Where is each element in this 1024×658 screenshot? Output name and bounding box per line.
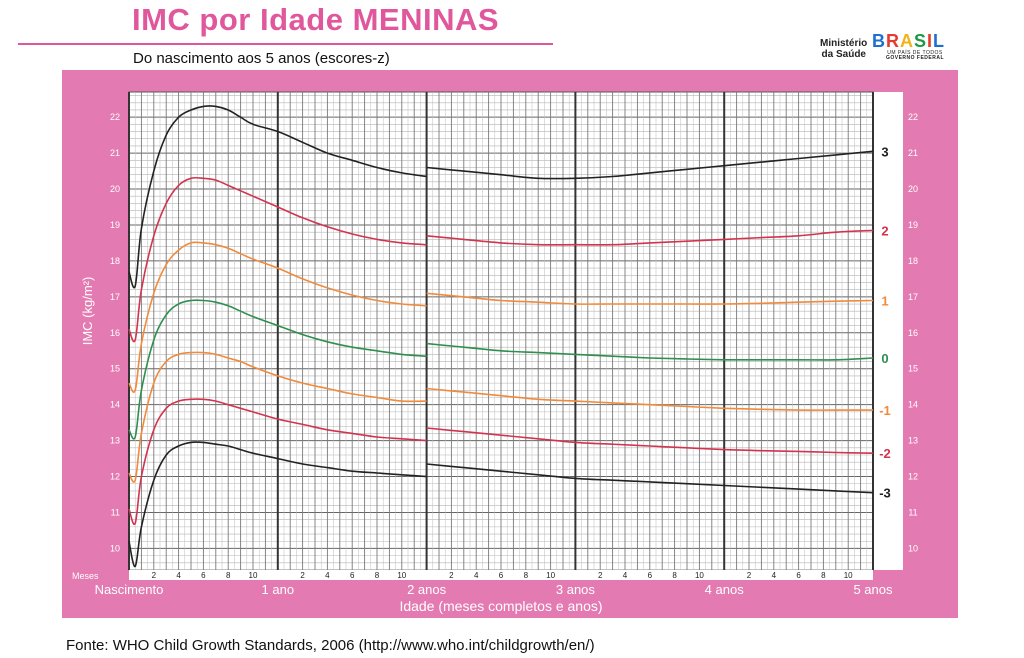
- x-minor-tick-label: 8: [672, 571, 677, 580]
- series-label-z0: 0: [881, 351, 888, 366]
- logo-governo: GOVERNO FEDERAL: [885, 55, 945, 61]
- y-tick-label-right: 10: [908, 543, 918, 553]
- y-tick-label-left: 11: [111, 507, 120, 517]
- y-tick-label-left: 15: [110, 364, 120, 374]
- page-subtitle: Do nascimento aos 5 anos (escores-z): [133, 50, 390, 67]
- x-major-tick-label: 2 anos: [407, 582, 447, 597]
- x-major-tick-label: 5 anos: [853, 582, 893, 597]
- x-axis-title: Idade (meses completos e anos): [399, 598, 602, 614]
- series-label-z-1: -1: [879, 403, 891, 418]
- x-minor-tick-label: 8: [524, 571, 529, 580]
- y-axis-title: IMC (kg/m²): [80, 277, 95, 346]
- series-line-z3: [128, 105, 427, 289]
- x-minor-tick-label: 4: [474, 571, 479, 580]
- x-minor-tick-label: 10: [249, 571, 258, 580]
- month-band: [129, 570, 873, 580]
- y-tick-label-right: 18: [908, 256, 918, 266]
- x-minor-tick-label: 8: [226, 571, 231, 580]
- y-tick-label-left: 14: [110, 400, 120, 410]
- y-tick-label-left: 21: [110, 148, 120, 158]
- series-label-z2: 2: [881, 223, 888, 238]
- brasil-logo: BRASIL UM PAÍS DE TODOS GOVERNO FEDERAL: [872, 31, 958, 61]
- series-label-z3: 3: [881, 144, 888, 159]
- series-line-z-2: [426, 427, 874, 454]
- y-tick-label-left: 17: [110, 292, 120, 302]
- series-label-z1: 1: [881, 293, 888, 308]
- series-line-z-1: [128, 351, 427, 483]
- y-tick-label-left: 18: [110, 256, 120, 266]
- x-minor-tick-label: 2: [449, 571, 454, 580]
- series-label-z-3: -3: [879, 486, 891, 501]
- y-tick-label-right: 12: [908, 472, 918, 482]
- series-line-z-3: [128, 441, 427, 568]
- source-footer: Fonte: WHO Child Growth Standards, 2006 …: [66, 637, 595, 654]
- logo-tagline: UM PAÍS DE TODOS: [887, 50, 943, 56]
- page-title: IMC por Idade MENINAS: [132, 2, 500, 37]
- y-tick-label-left: 20: [110, 184, 120, 194]
- y-tick-label-right: 22: [908, 112, 918, 122]
- y-tick-label-right: 16: [908, 328, 918, 338]
- y-tick-label-right: 14: [908, 400, 918, 410]
- title-rule: [18, 43, 553, 45]
- logo-brasil-word: BRASIL: [872, 31, 946, 51]
- x-minor-tick-label: 10: [397, 571, 406, 580]
- x-minor-tick-label: 2: [300, 571, 305, 580]
- x-major-tick-label: 3 anos: [556, 582, 596, 597]
- y-tick-label-right: 11: [908, 507, 917, 517]
- x-minor-tick-label: 6: [499, 571, 504, 580]
- y-tick-label-right: 17: [908, 292, 918, 302]
- y-tick-label-left: 22: [110, 112, 120, 122]
- x-minor-tick-label: 10: [844, 571, 853, 580]
- x-minor-tick-label: 6: [350, 571, 355, 580]
- x-minor-tick-label: 6: [648, 571, 653, 580]
- series-line-z3: [426, 150, 874, 180]
- x-minor-tick-label: 2: [598, 571, 603, 580]
- x-minor-tick-label: 6: [201, 571, 206, 580]
- logo-ministerio-line1: Ministério: [820, 38, 868, 49]
- series-line-z2: [128, 176, 427, 343]
- x-month-label: Meses: [72, 571, 99, 581]
- series-line-z-1: [426, 387, 873, 411]
- x-minor-tick-label: 2: [747, 571, 752, 580]
- series-line-z1: [426, 292, 874, 305]
- x-major-tick-label: 4 anos: [705, 582, 745, 597]
- y-tick-label-left: 12: [110, 472, 120, 482]
- series-line-z-3: [426, 463, 874, 494]
- y-tick-label-left: 16: [110, 328, 120, 338]
- x-minor-tick-label: 4: [772, 571, 777, 580]
- x-major-tick-label: Nascimento: [95, 582, 164, 597]
- y-tick-label-right: 13: [908, 436, 918, 446]
- x-minor-tick-label: 4: [623, 571, 628, 580]
- y-tick-label-right: 19: [908, 220, 918, 230]
- series-line-z-2: [128, 398, 427, 526]
- series-line-z2: [426, 229, 874, 246]
- x-minor-tick-label: 2: [152, 571, 157, 580]
- y-tick-label-left: 10: [110, 543, 120, 553]
- x-minor-tick-label: 4: [325, 571, 330, 580]
- logo-ministerio-line2: da Saúde: [821, 49, 866, 60]
- x-minor-tick-label: 10: [695, 571, 704, 580]
- y-tick-label-right: 20: [908, 184, 918, 194]
- y-tick-label-right: 21: [908, 148, 918, 158]
- series-line-z0: [128, 299, 427, 440]
- x-minor-tick-label: 8: [821, 571, 826, 580]
- y-tick-label-right: 15: [908, 364, 918, 374]
- series-label-z-2: -2: [879, 446, 891, 461]
- x-major-tick-label: 1 ano: [262, 582, 295, 597]
- y-tick-label-left: 19: [110, 220, 120, 230]
- x-minor-tick-label: 8: [375, 571, 380, 580]
- ministerio-logo-text: Ministério da Saúde: [820, 38, 868, 60]
- right-label-strip: [873, 92, 903, 570]
- x-minor-tick-label: 4: [176, 571, 181, 580]
- series-line-z1: [128, 241, 427, 393]
- vertical-gridlines: [128, 92, 874, 570]
- x-minor-tick-label: 6: [796, 571, 801, 580]
- y-tick-label-left: 13: [110, 436, 120, 446]
- series-line-z0: [426, 342, 874, 361]
- x-minor-tick-label: 10: [546, 571, 555, 580]
